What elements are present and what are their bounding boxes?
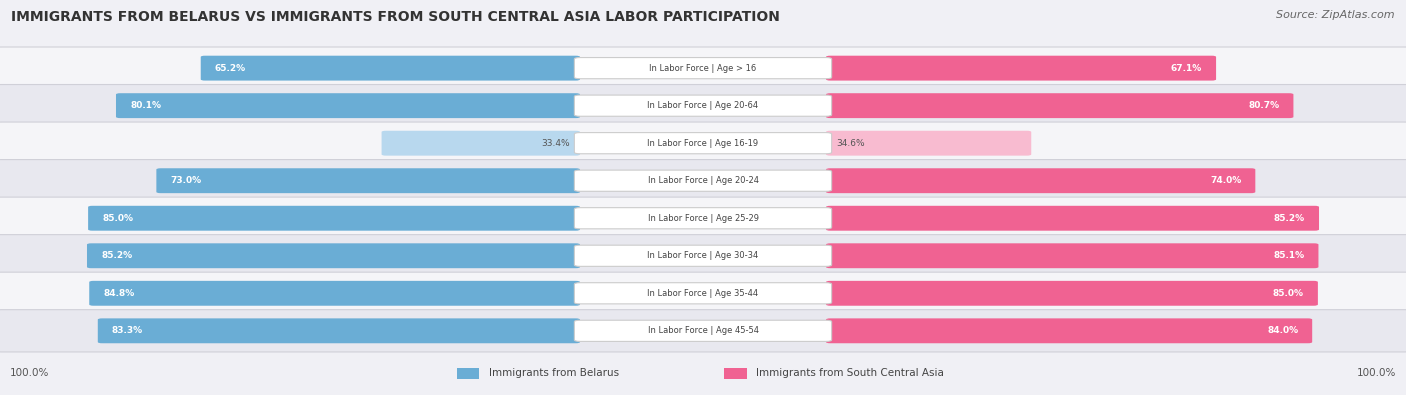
Text: In Labor Force | Age 45-54: In Labor Force | Age 45-54 (648, 326, 758, 335)
Text: IMMIGRANTS FROM BELARUS VS IMMIGRANTS FROM SOUTH CENTRAL ASIA LABOR PARTICIPATIO: IMMIGRANTS FROM BELARUS VS IMMIGRANTS FR… (11, 10, 780, 24)
Text: 34.6%: 34.6% (835, 139, 865, 148)
Text: 74.0%: 74.0% (1211, 176, 1241, 185)
FancyBboxPatch shape (827, 93, 1294, 118)
Text: 85.2%: 85.2% (101, 251, 132, 260)
Text: In Labor Force | Age 20-24: In Labor Force | Age 20-24 (648, 176, 758, 185)
FancyBboxPatch shape (827, 243, 1319, 268)
Text: Source: ZipAtlas.com: Source: ZipAtlas.com (1277, 10, 1395, 20)
FancyBboxPatch shape (115, 93, 581, 118)
FancyBboxPatch shape (827, 168, 1256, 193)
FancyBboxPatch shape (457, 368, 479, 379)
Text: In Labor Force | Age 16-19: In Labor Force | Age 16-19 (647, 139, 759, 148)
FancyBboxPatch shape (98, 318, 581, 343)
FancyBboxPatch shape (575, 170, 831, 191)
Text: In Labor Force | Age > 16: In Labor Force | Age > 16 (650, 64, 756, 73)
FancyBboxPatch shape (0, 160, 1406, 202)
Text: 73.0%: 73.0% (170, 176, 201, 185)
FancyBboxPatch shape (827, 131, 1031, 156)
Text: 85.0%: 85.0% (103, 214, 134, 223)
Text: 85.0%: 85.0% (1272, 289, 1303, 298)
Text: 80.1%: 80.1% (129, 101, 162, 110)
Text: Immigrants from South Central Asia: Immigrants from South Central Asia (756, 368, 945, 378)
FancyBboxPatch shape (0, 197, 1406, 239)
Text: 85.2%: 85.2% (1274, 214, 1305, 223)
FancyBboxPatch shape (87, 243, 581, 268)
FancyBboxPatch shape (0, 85, 1406, 127)
Text: 85.1%: 85.1% (1274, 251, 1305, 260)
Text: In Labor Force | Age 25-29: In Labor Force | Age 25-29 (648, 214, 758, 223)
FancyBboxPatch shape (575, 95, 831, 116)
Text: 33.4%: 33.4% (541, 139, 571, 148)
FancyBboxPatch shape (827, 206, 1319, 231)
FancyBboxPatch shape (575, 133, 831, 154)
FancyBboxPatch shape (827, 318, 1312, 343)
FancyBboxPatch shape (724, 368, 747, 379)
FancyBboxPatch shape (0, 122, 1406, 164)
FancyBboxPatch shape (89, 206, 581, 231)
FancyBboxPatch shape (0, 272, 1406, 314)
Text: In Labor Force | Age 35-44: In Labor Force | Age 35-44 (647, 289, 759, 298)
FancyBboxPatch shape (201, 56, 581, 81)
Text: 84.0%: 84.0% (1267, 326, 1298, 335)
Text: 65.2%: 65.2% (215, 64, 246, 73)
FancyBboxPatch shape (0, 235, 1406, 277)
FancyBboxPatch shape (575, 320, 831, 341)
Text: 80.7%: 80.7% (1249, 101, 1279, 110)
FancyBboxPatch shape (827, 281, 1317, 306)
Text: In Labor Force | Age 20-64: In Labor Force | Age 20-64 (647, 101, 759, 110)
FancyBboxPatch shape (575, 245, 831, 266)
Text: In Labor Force | Age 30-34: In Labor Force | Age 30-34 (647, 251, 759, 260)
Text: Immigrants from Belarus: Immigrants from Belarus (489, 368, 620, 378)
FancyBboxPatch shape (827, 56, 1216, 81)
FancyBboxPatch shape (0, 47, 1406, 89)
FancyBboxPatch shape (0, 310, 1406, 352)
FancyBboxPatch shape (156, 168, 581, 193)
FancyBboxPatch shape (575, 208, 831, 229)
FancyBboxPatch shape (89, 281, 581, 306)
Text: 100.0%: 100.0% (1357, 368, 1396, 378)
FancyBboxPatch shape (575, 283, 831, 304)
FancyBboxPatch shape (381, 131, 581, 156)
Text: 100.0%: 100.0% (10, 368, 49, 378)
Text: 83.3%: 83.3% (112, 326, 143, 335)
Text: 67.1%: 67.1% (1171, 64, 1202, 73)
FancyBboxPatch shape (575, 58, 831, 79)
Text: 84.8%: 84.8% (103, 289, 135, 298)
